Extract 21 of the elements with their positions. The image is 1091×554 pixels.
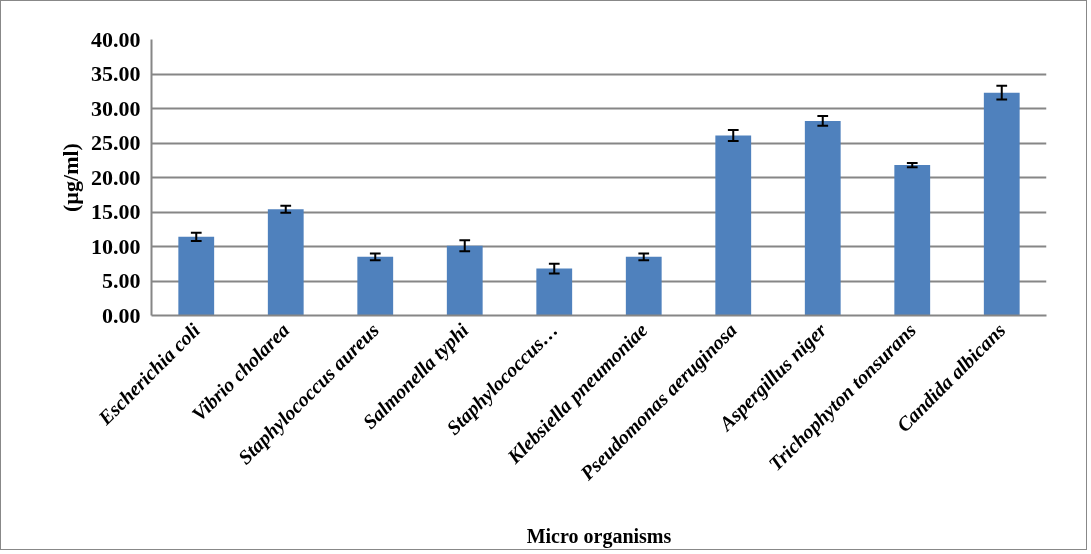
bar bbox=[536, 268, 573, 316]
y-tick-label: 5.00 bbox=[102, 268, 141, 293]
y-tick-label: 10.00 bbox=[91, 233, 141, 259]
y-tick-label: 20.00 bbox=[91, 164, 141, 190]
bar bbox=[625, 256, 662, 316]
y-axis-title: (µg/ml) bbox=[58, 143, 83, 212]
bar bbox=[894, 165, 931, 316]
bar bbox=[267, 209, 304, 316]
bar bbox=[715, 135, 752, 316]
y-tick-label: 35.00 bbox=[91, 61, 141, 86]
y-tick-label: 30.00 bbox=[91, 95, 141, 121]
y-tick-label: 25.00 bbox=[91, 130, 141, 155]
x-axis-title: Micro organisms bbox=[526, 524, 672, 548]
y-tick-label: 0.00 bbox=[102, 302, 141, 328]
bar bbox=[804, 120, 841, 316]
y-tick-label: 15.00 bbox=[91, 199, 141, 224]
bar bbox=[446, 245, 483, 316]
bar bbox=[983, 92, 1020, 316]
bar bbox=[178, 236, 215, 316]
y-tick-label: 40.00 bbox=[91, 26, 141, 52]
bar bbox=[357, 256, 394, 316]
